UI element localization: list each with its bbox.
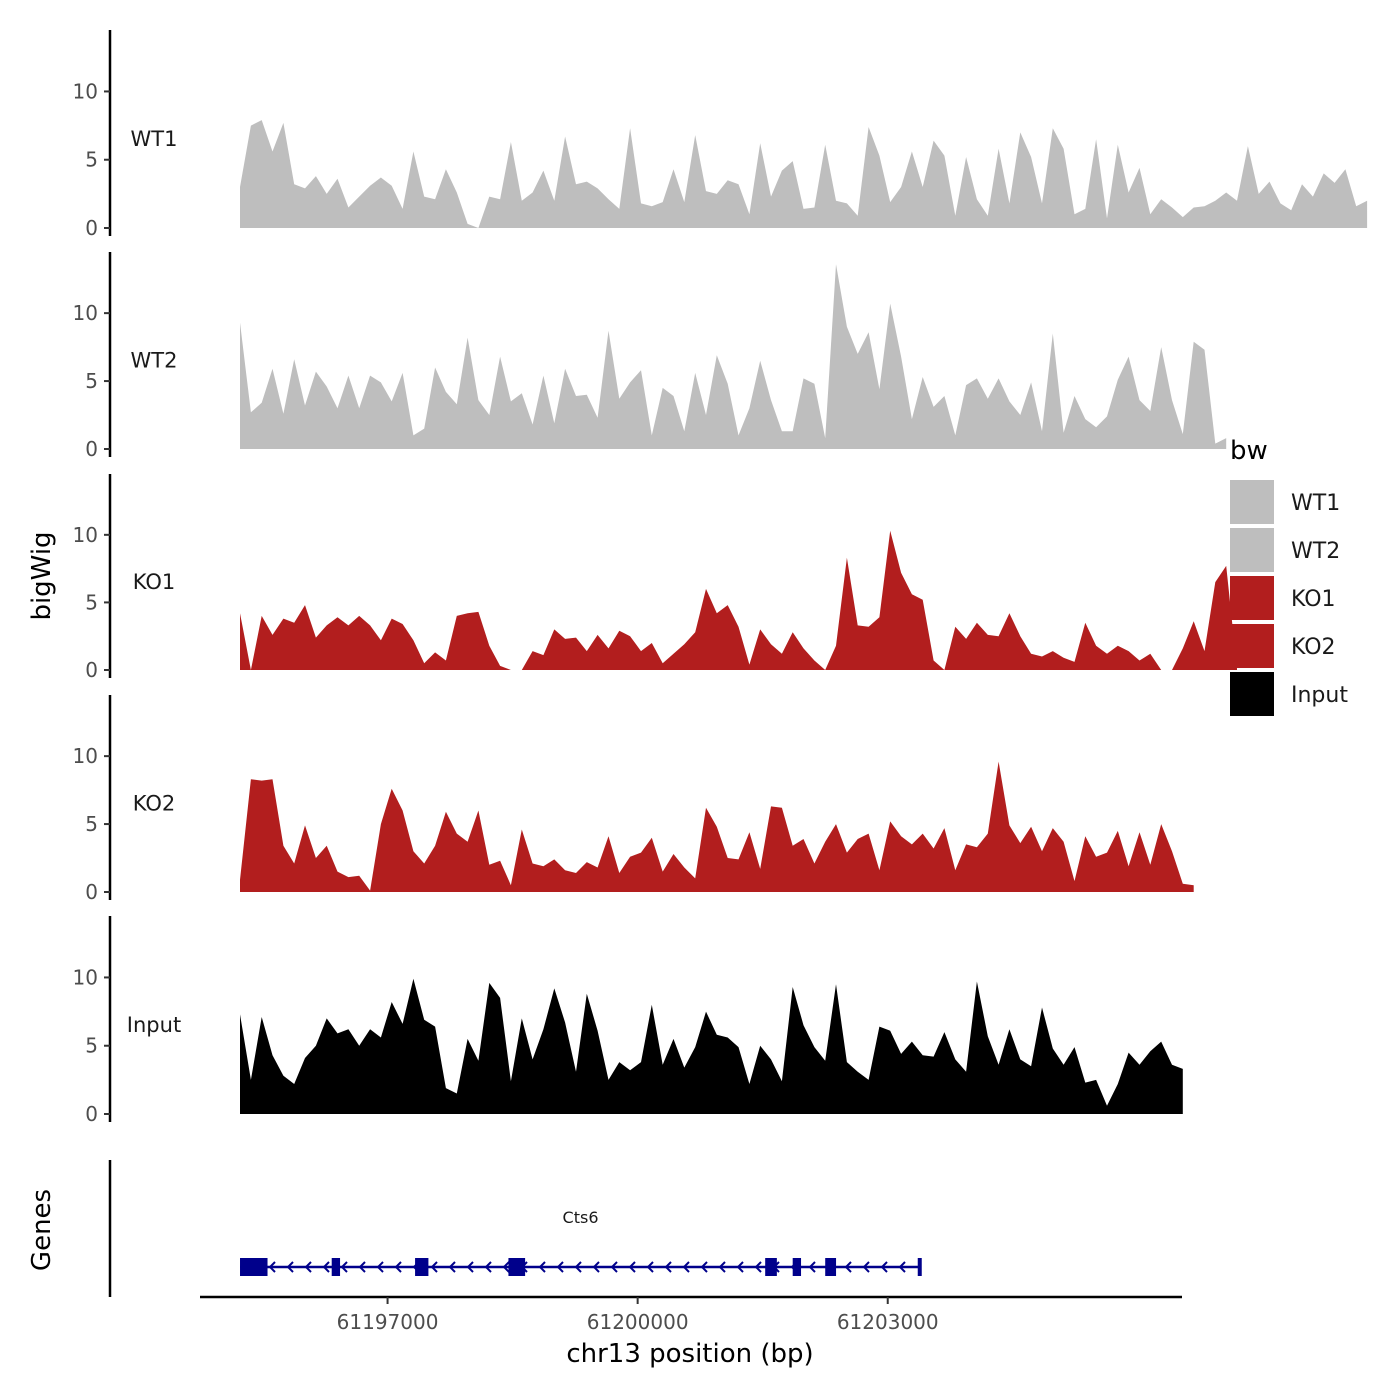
legend-title: bw: [1230, 436, 1268, 466]
y-tick-label: 0: [85, 437, 98, 461]
legend-swatch: [1230, 480, 1274, 524]
legend-label: WT1: [1291, 491, 1340, 516]
y-tick-label: 10: [73, 965, 98, 989]
gene-exon: [917, 1258, 922, 1276]
legend-swatch: [1230, 672, 1274, 716]
gene-exon: [240, 1258, 268, 1276]
y-tick-label: 5: [85, 590, 98, 614]
legend-item-wt1: WT1: [1230, 480, 1340, 524]
x-axis-title: chr13 position (bp): [566, 1339, 813, 1369]
strand-arrow: [268, 1261, 276, 1273]
legend: bw WT1 WT2 KO1 KO2 Input: [1230, 436, 1348, 716]
y-tick-label: 5: [85, 148, 98, 172]
y-axis-title: bigWig: [27, 531, 57, 620]
y-tick-label: 10: [73, 523, 98, 547]
x-tick-label: 61203000: [837, 1310, 939, 1334]
strand-arrow: [394, 1261, 402, 1273]
legend-label: KO2: [1291, 635, 1336, 660]
gene-annotation-panel: Cts6: [108, 1160, 922, 1297]
strand-arrow: [340, 1261, 348, 1273]
strand-arrow: [286, 1261, 294, 1273]
gene-cts6: Cts6: [240, 1208, 922, 1276]
track-wt1: 0 5 10 WT1: [73, 30, 1368, 240]
track-label: WT2: [131, 349, 178, 373]
legend-swatch: [1230, 624, 1274, 668]
legend-item-ko1: KO1: [1230, 576, 1336, 620]
strand-arrow: [880, 1261, 888, 1273]
bigwig-tracks: 0 5 10 WT1 0 5 10 WT2 0 5 10 KO1 0 5 10 KO2 0 5 10 Input: [73, 30, 1368, 1126]
strand-arrow: [682, 1261, 690, 1273]
strand-arrow: [808, 1261, 816, 1273]
gene-exon: [508, 1258, 526, 1276]
strand-arrow: [574, 1261, 582, 1273]
x-tick-label: 61200000: [587, 1310, 689, 1334]
strand-arrow: [844, 1261, 852, 1273]
x-axis: 61197000 61200000 61203000: [200, 1295, 1182, 1334]
y-tick-label: 0: [85, 1102, 98, 1126]
legend-swatch: [1230, 528, 1274, 572]
legend-label: WT2: [1291, 539, 1340, 564]
gene-exon: [331, 1258, 341, 1276]
strand-arrow: [448, 1261, 456, 1273]
strand-arrow: [754, 1261, 762, 1273]
track-label: KO1: [133, 570, 176, 594]
strand-arrow: [592, 1261, 600, 1273]
strand-arrow: [376, 1261, 384, 1273]
strand-arrow: [538, 1261, 546, 1273]
strand-arrow: [304, 1261, 312, 1273]
signal-area-input: [240, 978, 1183, 1114]
gene-exon: [825, 1258, 837, 1276]
y-tick-label: 10: [73, 79, 98, 103]
strand-arrow: [646, 1261, 654, 1273]
strand-arrow: [484, 1261, 492, 1273]
track-input: 0 5 10 Input: [73, 916, 1183, 1126]
strand-arrow: [898, 1261, 906, 1273]
strand-arrow: [502, 1261, 510, 1273]
gene-exon: [415, 1258, 429, 1276]
strand-arrow: [322, 1261, 330, 1273]
gene-exon: [792, 1258, 802, 1276]
strand-arrow: [862, 1261, 870, 1273]
track-label: Input: [127, 1013, 181, 1037]
signal-area-ko1: [240, 530, 1237, 670]
y-tick-label: 10: [73, 744, 98, 768]
y-tick-label: 0: [85, 216, 98, 240]
strand-arrow: [466, 1261, 474, 1273]
y-tick-label: 5: [85, 369, 98, 393]
track-wt2: 0 5 10 WT2: [73, 252, 1227, 461]
y-tick-label: 0: [85, 658, 98, 682]
signal-area-wt2: [240, 264, 1227, 449]
strand-arrow: [628, 1261, 636, 1273]
legend-item-input: Input: [1230, 672, 1348, 716]
genes-axis-title: Genes: [27, 1189, 57, 1271]
y-tick-label: 0: [85, 880, 98, 904]
strand-arrow: [664, 1261, 672, 1273]
strand-arrow: [736, 1261, 744, 1273]
track-label: KO2: [133, 792, 176, 816]
signal-area-ko2: [240, 761, 1194, 892]
y-tick-label: 5: [85, 812, 98, 836]
track-ko1: 0 5 10 KO1: [73, 474, 1237, 682]
track-label: WT1: [131, 127, 178, 151]
x-tick-label: 61197000: [337, 1310, 439, 1334]
legend-label: KO1: [1291, 587, 1336, 612]
legend-item-wt2: WT2: [1230, 528, 1340, 572]
legend-item-ko2: KO2: [1230, 624, 1336, 668]
legend-label: Input: [1291, 683, 1348, 708]
strand-arrow: [700, 1261, 708, 1273]
legend-swatch: [1230, 576, 1274, 620]
strand-arrow: [556, 1261, 564, 1273]
y-tick-label: 5: [85, 1034, 98, 1058]
strand-arrow: [610, 1261, 618, 1273]
strand-arrow: [430, 1261, 438, 1273]
y-tick-label: 10: [73, 301, 98, 325]
gene-name-label: Cts6: [563, 1208, 599, 1227]
gene-exon: [765, 1258, 777, 1276]
track-ko2: 0 5 10 KO2: [73, 695, 1194, 904]
strand-arrow: [718, 1261, 726, 1273]
signal-area-wt1: [240, 120, 1368, 228]
strand-arrow: [358, 1261, 366, 1273]
